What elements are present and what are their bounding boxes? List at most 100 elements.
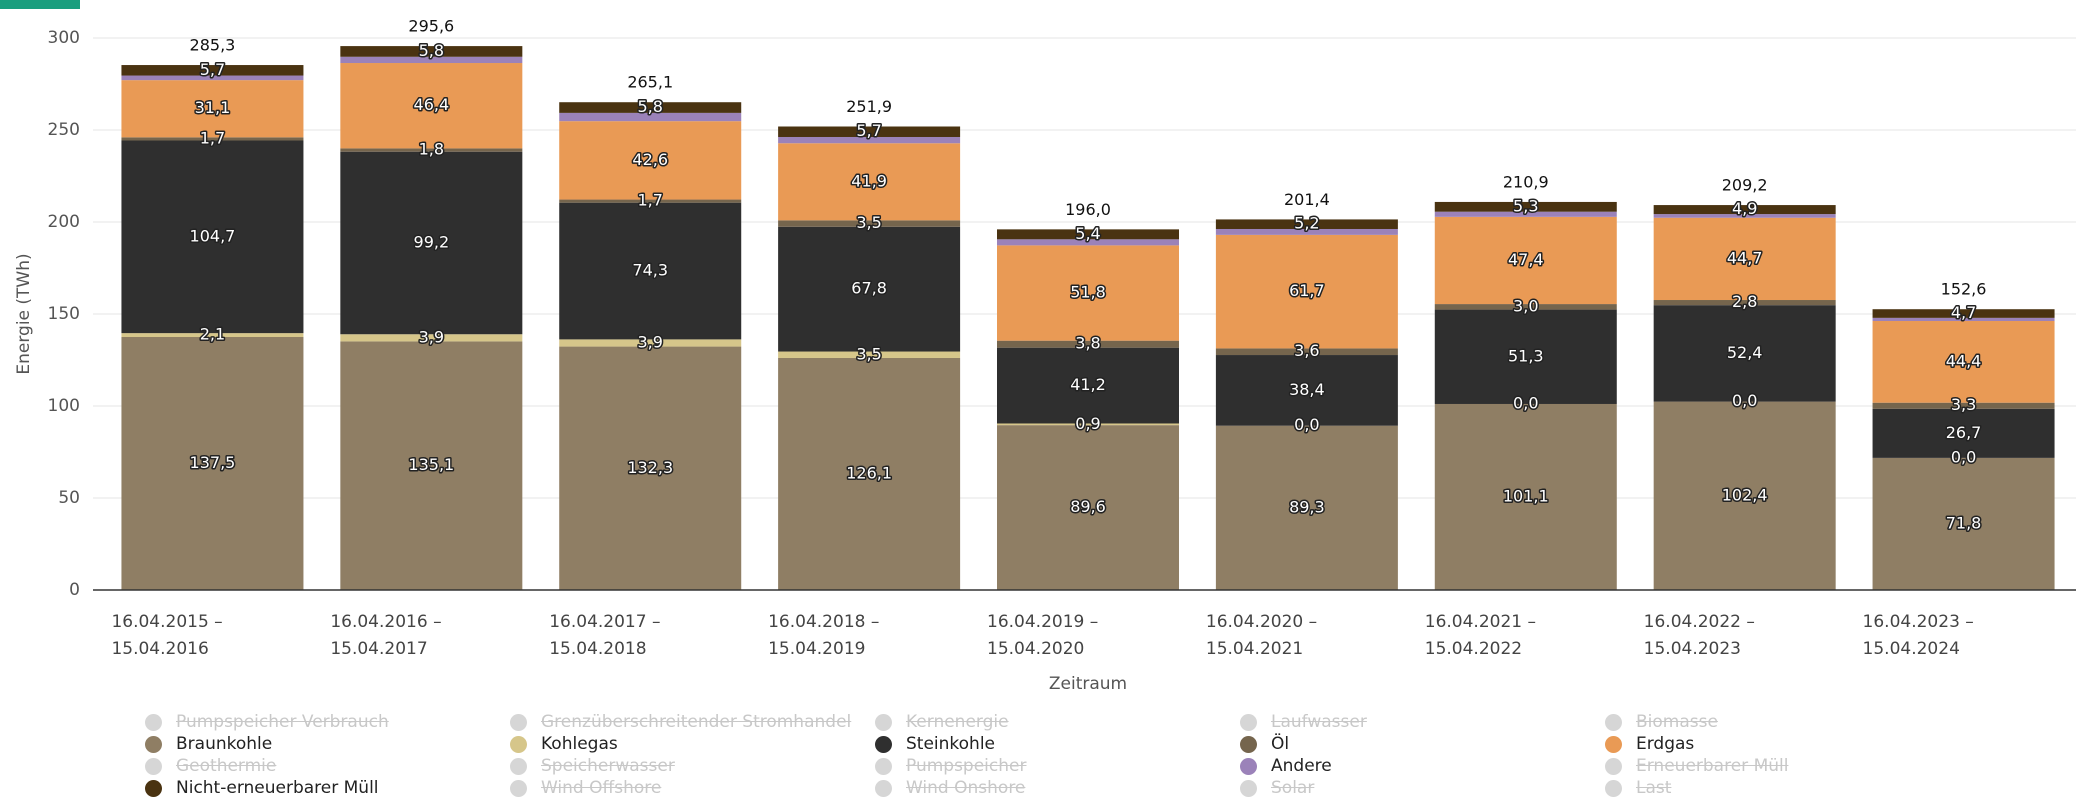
bar-segment	[1434, 304, 1617, 310]
legend-marker	[1605, 757, 1622, 775]
data-label: 74,3	[632, 261, 668, 280]
legend-item[interactable]: Wind Onshore	[875, 778, 1025, 798]
legend-item[interactable]: Speicherwasser	[510, 756, 675, 776]
x-axis-title: Zeitraum	[1049, 674, 1127, 694]
legend-marker	[1240, 757, 1257, 775]
legend-item[interactable]: Kernenergie	[875, 712, 1009, 732]
data-label: 47,4	[1508, 250, 1544, 269]
legend-marker	[145, 713, 162, 731]
legend-marker	[1605, 735, 1622, 753]
x-tick-label: 16.04.2015 – 15.04.2016	[111, 612, 223, 659]
legend-label: Grenzüberschreitender Stromhandel	[541, 712, 852, 732]
bar-segment	[778, 357, 961, 590]
data-label: 1,8	[419, 140, 444, 159]
data-label: 71,8	[1946, 513, 1982, 532]
legend-item[interactable]: Erdgas	[1605, 734, 1694, 754]
legend-label: Kohlegas	[541, 734, 618, 754]
data-label: 67,8	[851, 279, 887, 298]
legend-label: Kernenergie	[906, 712, 1009, 732]
data-label: 0,0	[1951, 447, 1976, 466]
data-label: 101,1	[1503, 486, 1549, 505]
legend-item[interactable]: Grenzüberschreitender Stromhandel	[510, 712, 851, 732]
data-label: 99,2	[414, 232, 450, 251]
total-label: 152,6	[1941, 280, 1987, 299]
legend-label: Pumpspeicher	[906, 756, 1027, 776]
total-label: 196,0	[1065, 200, 1111, 219]
data-label: 3,9	[419, 327, 444, 346]
legend-item[interactable]: Nicht-erneuerbarer Müll	[145, 778, 379, 798]
x-tick-label: 16.04.2017 – 15.04.2018	[549, 612, 661, 659]
data-label: 89,3	[1289, 497, 1325, 516]
bar-segment	[559, 202, 742, 340]
total-label: 251,9	[846, 97, 892, 116]
bar-segment	[1872, 457, 2055, 590]
x-tick-label: 16.04.2019 – 15.04.2020	[987, 612, 1099, 659]
legend-label: Pumpspeicher Verbrauch	[176, 712, 389, 732]
legend-item[interactable]: Erneuerbarer Müll	[1605, 756, 1788, 776]
y-tick-label: 300	[48, 28, 80, 48]
data-label: 3,0	[1513, 296, 1538, 315]
legend-item[interactable]: Kohlegas	[510, 734, 618, 754]
legend-marker	[510, 757, 527, 775]
legend-item[interactable]: Pumpspeicher Verbrauch	[145, 712, 389, 732]
data-label: 5,8	[419, 41, 444, 60]
bar-segment	[1215, 425, 1398, 590]
legend-label: Geothermie	[176, 756, 277, 776]
legend-item[interactable]: Geothermie	[145, 756, 276, 776]
legend-item[interactable]: Last	[1605, 778, 1671, 798]
bar-segment	[1653, 217, 1836, 301]
x-tick-label: 16.04.2022 – 15.04.2023	[1643, 612, 1755, 659]
legend-label: Last	[1636, 778, 1672, 798]
bar-segment	[121, 140, 304, 334]
legend-item[interactable]: Andere	[1240, 756, 1332, 776]
bar-segment	[340, 341, 523, 590]
data-label: 3,9	[637, 332, 662, 351]
data-label: 5,7	[856, 121, 881, 140]
bar-segment	[121, 80, 304, 138]
bar-segment	[340, 151, 523, 335]
data-label: 135,1	[408, 455, 454, 474]
bar-segment	[778, 351, 961, 358]
bar-segment	[1215, 234, 1398, 349]
legend-item[interactable]: Biomasse	[1605, 712, 1718, 732]
legend-label: Wind Onshore	[906, 778, 1026, 798]
data-label: 42,6	[632, 150, 668, 169]
y-tick-label: 150	[48, 304, 80, 324]
legend-label: Öl	[1271, 734, 1290, 754]
legend-item[interactable]: Öl	[1240, 734, 1289, 754]
bar-segment	[997, 423, 1179, 426]
legend-item[interactable]: Laufwasser	[1240, 712, 1367, 732]
bar-segment	[997, 347, 1179, 424]
legend-label: Biomasse	[1636, 712, 1718, 732]
total-label: 295,6	[408, 17, 454, 36]
legend-item[interactable]: Wind Offshore	[510, 778, 661, 798]
data-label: 41,2	[1070, 375, 1106, 394]
bar-segment	[1872, 317, 2055, 321]
legend-item[interactable]: Solar	[1240, 778, 1314, 798]
legend-marker	[875, 713, 892, 731]
bar-segment	[1434, 216, 1617, 305]
bar-segment	[121, 75, 304, 81]
y-axis-title: Energie (TWh)	[14, 253, 34, 374]
data-label: 61,7	[1289, 281, 1325, 300]
data-label: 5,3	[1513, 196, 1538, 215]
bar-segment	[121, 337, 304, 590]
legend-marker	[145, 779, 162, 797]
legend-item[interactable]: Braunkohle	[145, 734, 272, 754]
data-label: 44,4	[1946, 351, 1982, 370]
legend-item[interactable]: Pumpspeicher	[875, 756, 1026, 776]
bar-segment	[559, 102, 742, 113]
legend-label: Laufwasser	[1271, 712, 1367, 732]
legend-item[interactable]: Steinkohle	[875, 734, 995, 754]
bar-segment	[778, 136, 961, 144]
legend-marker	[875, 735, 892, 753]
data-label: 0,0	[1294, 415, 1319, 434]
bar-segment	[121, 65, 304, 76]
bar-segment	[340, 63, 523, 149]
bar-segment	[1872, 402, 2055, 409]
bar-segment	[340, 334, 523, 342]
data-label: 137,5	[190, 453, 236, 472]
legend-label: Steinkohle	[906, 734, 996, 754]
legend-marker	[1240, 713, 1257, 731]
y-tick-label: 0	[69, 580, 80, 600]
